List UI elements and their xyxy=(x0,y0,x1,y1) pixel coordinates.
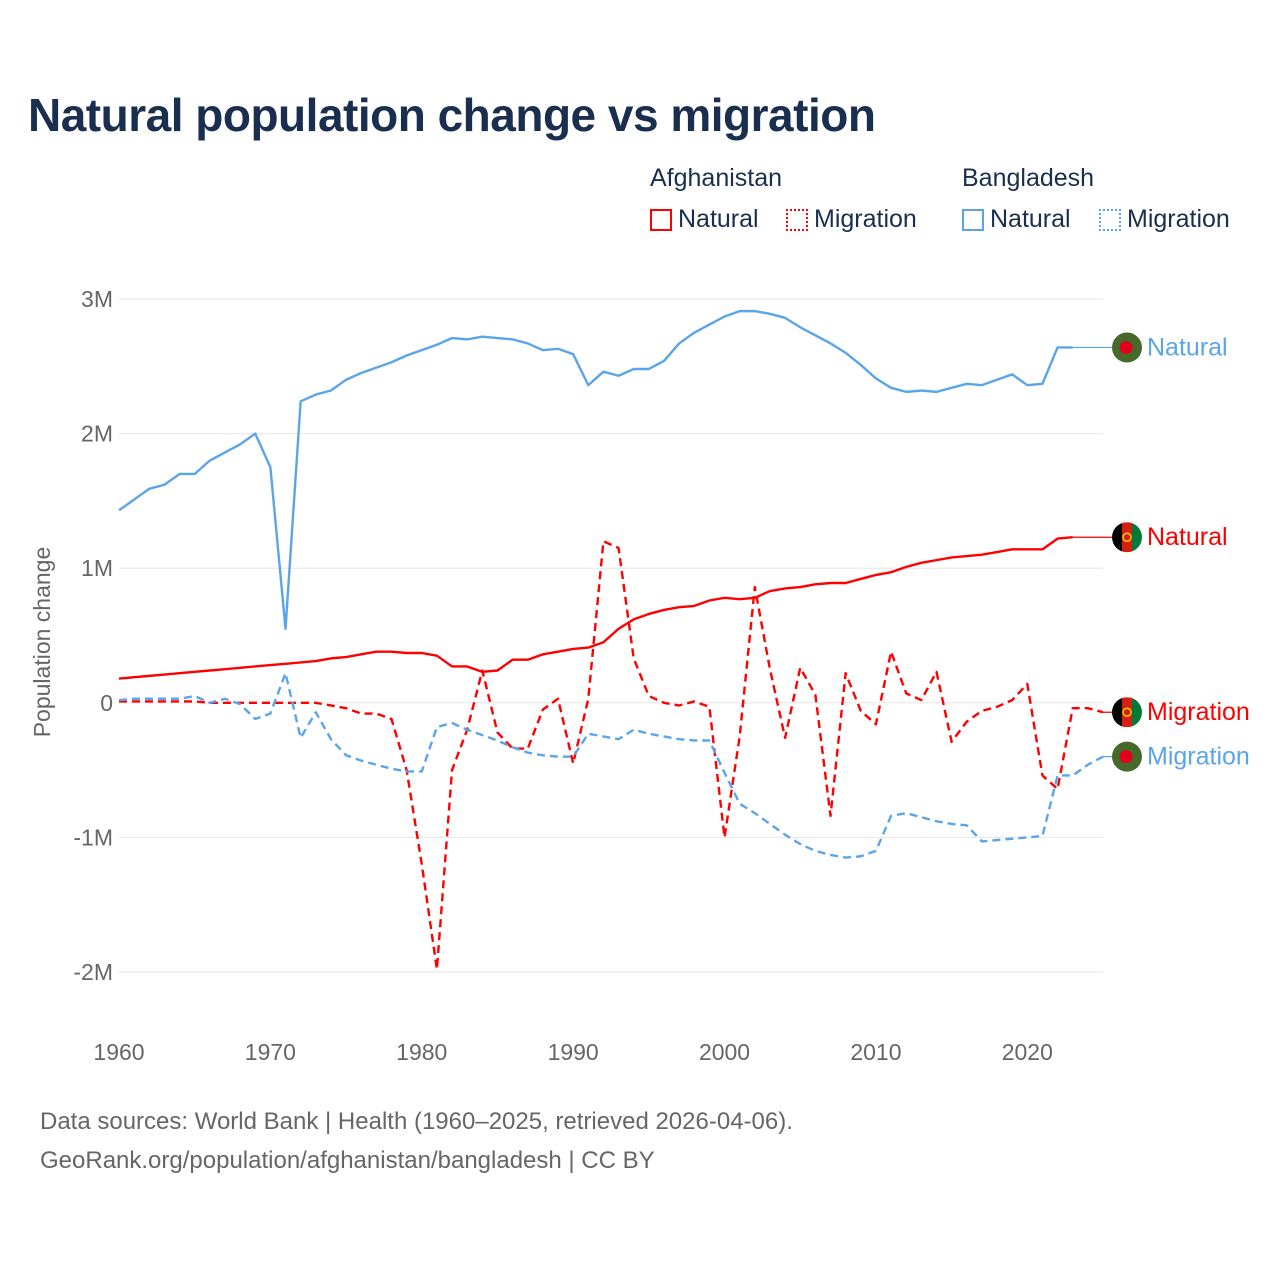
x-tick-label: 2010 xyxy=(850,1039,901,1065)
series-end-label: Migration xyxy=(1147,743,1250,771)
dotted-swatch-icon xyxy=(1099,208,1121,231)
legend-label: Migration xyxy=(814,205,917,233)
afghanistan-flag-icon xyxy=(1112,697,1142,728)
flag-disc xyxy=(1119,750,1133,764)
solid-swatch-icon xyxy=(962,208,984,231)
series-end-label: Natural xyxy=(1147,523,1228,551)
legend-group-afghanistan: Afghanistan xyxy=(650,164,783,192)
series-end-label: Migration xyxy=(1147,698,1250,726)
dotted-swatch-icon xyxy=(786,208,808,231)
series-line-bangladesh-natural[interactable] xyxy=(118,309,1073,630)
y-axis-label: Population change xyxy=(29,547,55,738)
y-tick-label: 0 xyxy=(100,690,113,716)
legend-label: Natural xyxy=(678,205,759,233)
source-link[interactable]: GeoRank.org/population/afghanistan/bangl… xyxy=(40,1147,655,1174)
flag-disc xyxy=(1119,340,1133,354)
legend-label: Natural xyxy=(990,205,1071,233)
y-tick-label: 3M xyxy=(81,286,113,312)
source-note: Data sources: World Bank | Health (1960–… xyxy=(40,1108,793,1135)
series-line-afghanistan-migration[interactable] xyxy=(119,540,1104,971)
y-tick-label: 1M xyxy=(81,555,113,581)
afghanistan-flag-icon xyxy=(1112,522,1142,553)
y-tick-label: -1M xyxy=(73,824,113,850)
x-tick-label: 1970 xyxy=(245,1039,296,1065)
x-tick-label: 1960 xyxy=(93,1039,144,1065)
y-tick-label: -2M xyxy=(73,959,113,985)
legend-bangladesh-migration[interactable]: Migration xyxy=(1099,205,1230,234)
x-tick-label: 2000 xyxy=(699,1039,750,1065)
series-line-afghanistan-natural[interactable] xyxy=(118,536,1073,680)
legend-afghanistan-migration[interactable]: Migration xyxy=(786,205,917,234)
series-end-label: Natural xyxy=(1147,333,1228,361)
legend-bangladesh-natural[interactable]: Natural xyxy=(962,205,1071,234)
legend-group-bangladesh: Bangladesh xyxy=(962,164,1095,192)
solid-swatch-icon xyxy=(650,208,672,231)
series-line-bangladesh-migration[interactable] xyxy=(118,671,1104,859)
y-tick-label: 2M xyxy=(81,421,113,447)
x-tick-label: 2020 xyxy=(1002,1039,1053,1065)
chart-title: Natural population change vs migration xyxy=(28,89,876,141)
legend-label: Migration xyxy=(1127,205,1230,233)
x-tick-label: 1990 xyxy=(548,1039,599,1065)
x-tick-label: 1980 xyxy=(396,1039,447,1065)
legend-afghanistan-natural[interactable]: Natural xyxy=(650,205,759,234)
